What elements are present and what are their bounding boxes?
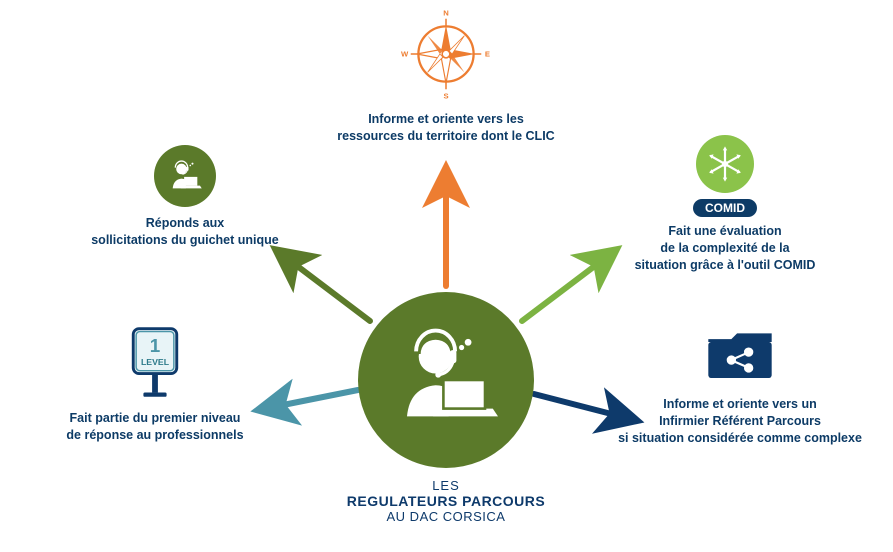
center-title-line2: REGULATEURS PARCOURS bbox=[296, 493, 596, 509]
item-sollicitations: Réponds aux sollicitations du guichet un… bbox=[70, 145, 300, 249]
svg-text:E: E bbox=[485, 49, 490, 58]
comid-icon-group: COMID bbox=[693, 135, 757, 217]
headset-circle-icon bbox=[154, 145, 216, 207]
center-title: LES REGULATEURS PARCOURS AU DAC CORSICA bbox=[296, 478, 596, 524]
center-title-line1: LES bbox=[296, 478, 596, 493]
svg-text:W: W bbox=[401, 49, 409, 58]
level-sign-icon: 1 LEVEL bbox=[126, 325, 184, 404]
item-informe-clic: N S W E bbox=[296, 8, 596, 145]
svg-text:LEVEL: LEVEL bbox=[141, 357, 170, 367]
item-level1-text: Fait partie du premier niveau de réponse… bbox=[35, 410, 275, 444]
item-level1: 1 LEVEL Fait partie du premier niveau de… bbox=[35, 325, 275, 444]
arrow-comid bbox=[522, 256, 608, 321]
folder-share-icon bbox=[704, 325, 776, 390]
compass-icon: N S W E bbox=[400, 8, 492, 105]
comid-badge: COMID bbox=[693, 199, 757, 217]
item-infirmier-text: Informe et oriente vers un Infirmier Réf… bbox=[590, 396, 890, 447]
item-comid-text: Fait une évaluation de la complexité de … bbox=[600, 223, 850, 274]
item-sollicitations-text: Réponds aux sollicitations du guichet un… bbox=[70, 215, 300, 249]
item-informe-clic-text: Informe et oriente vers les ressources d… bbox=[296, 111, 596, 145]
arrow-level1 bbox=[268, 390, 358, 408]
svg-text:1: 1 bbox=[150, 335, 160, 356]
center-title-line3: AU DAC CORSICA bbox=[296, 509, 596, 524]
network-arrows-icon bbox=[696, 135, 754, 193]
svg-text:S: S bbox=[443, 91, 448, 100]
svg-text:N: N bbox=[443, 9, 449, 18]
headset-person-laptop-icon bbox=[381, 315, 511, 445]
item-infirmier: Informe et oriente vers un Infirmier Réf… bbox=[590, 325, 890, 447]
item-comid: COMID Fait une évaluation de la complexi… bbox=[600, 135, 850, 274]
arrow-sollicitations bbox=[284, 256, 370, 321]
center-circle bbox=[358, 292, 534, 468]
